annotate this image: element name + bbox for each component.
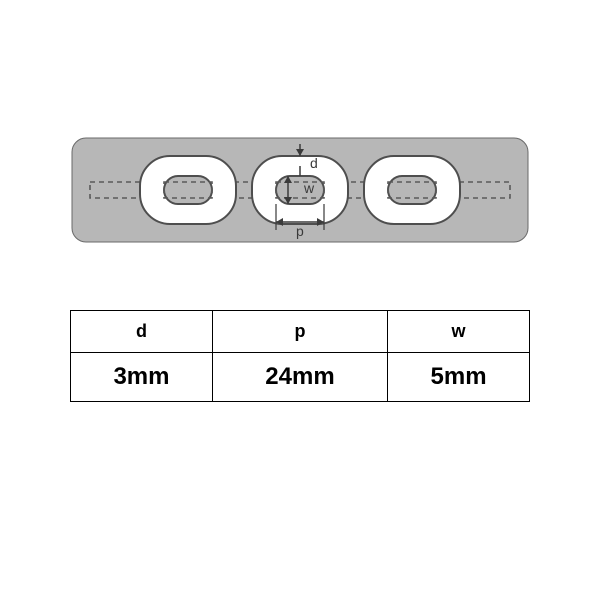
label-w: w [303,180,315,196]
table-row: 3mm 24mm 5mm [71,353,530,402]
col-d: d [71,311,213,353]
val-w: 5mm [388,353,530,402]
spec-table: d p w 3mm 24mm 5mm [70,310,530,402]
val-p: 24mm [212,353,387,402]
chain-diagram: d w p [70,130,530,250]
col-w: w [388,311,530,353]
label-d: d [310,155,318,171]
col-p: p [212,311,387,353]
label-p: p [296,223,304,239]
val-d: 3mm [71,353,213,402]
table-header-row: d p w [71,311,530,353]
